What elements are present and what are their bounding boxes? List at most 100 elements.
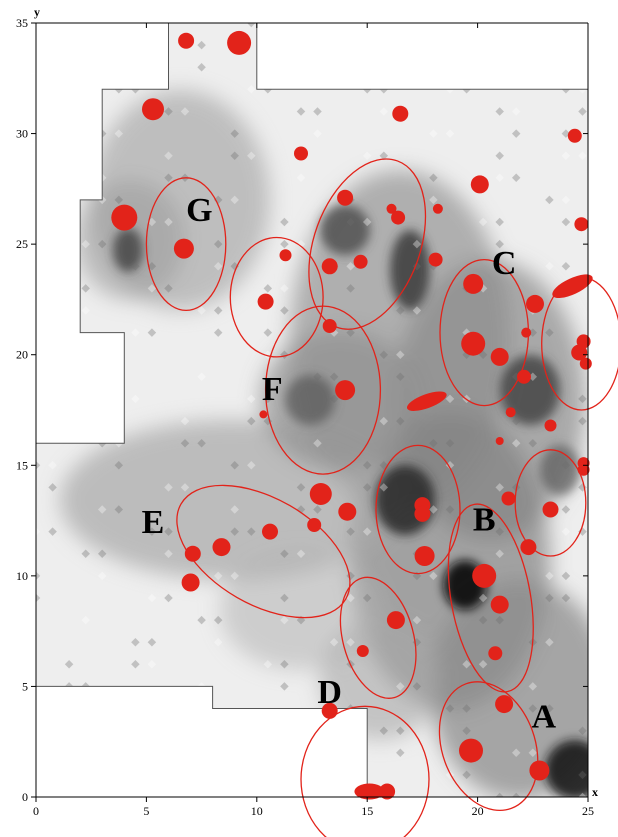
contour-dot (230, 505, 239, 514)
contour-dot (429, 173, 438, 183)
x-tick-label: 25 (582, 804, 594, 818)
contour-dot (561, 262, 571, 271)
contour-dot (48, 726, 57, 735)
contour-dot (528, 438, 538, 448)
contour-dot (495, 151, 504, 160)
contour-dot (48, 107, 57, 116)
contour-dot (296, 173, 306, 183)
region-ellipse (308, 158, 427, 330)
data-point (470, 175, 489, 194)
contour-dot (230, 461, 239, 470)
x-ticks: 0 5 10 15 20 25 (33, 23, 594, 818)
contour-dot (64, 284, 74, 293)
contour-dot (346, 262, 355, 271)
contour-dot (280, 284, 289, 293)
contour-dot (114, 505, 124, 514)
y-tick-label: 10 (16, 569, 28, 583)
contour-dot (379, 350, 389, 359)
contour-dot (429, 195, 438, 205)
data-point (526, 294, 544, 313)
contour-dot (213, 306, 223, 315)
contour-dot (48, 483, 57, 492)
contour-dot (396, 748, 405, 758)
y-tick-label: 0 (22, 790, 28, 804)
density-core (540, 445, 580, 495)
contour-dot (561, 505, 571, 514)
region-ellipse (229, 236, 324, 358)
data-point (391, 210, 406, 225)
contour-dot (64, 350, 74, 359)
contour-dot (230, 195, 239, 205)
contour-dot (313, 505, 322, 514)
contour-dot (578, 416, 587, 426)
data-point (227, 30, 252, 55)
data-point (321, 258, 338, 275)
region-ellipse (514, 449, 587, 557)
contour-dot (578, 40, 587, 50)
density-core (285, 375, 335, 425)
contour-dot (164, 217, 173, 227)
data-point (294, 146, 308, 161)
density-core (390, 230, 430, 310)
contour-dot (545, 704, 554, 713)
contour-dot (578, 792, 587, 797)
contour-dot (511, 748, 521, 758)
data-point (257, 293, 274, 310)
contour-dot (48, 416, 57, 426)
contour-dot (528, 372, 538, 382)
contour-dot (180, 483, 190, 492)
contour-dot (280, 217, 289, 227)
contour-dot (197, 748, 206, 758)
contour-dot (48, 394, 57, 404)
contour-dot (313, 438, 322, 448)
x-axis-label: x (592, 785, 598, 799)
region-ellipse (438, 681, 539, 812)
contour-dot (362, 527, 372, 536)
region-label: A (532, 698, 557, 735)
contour-dot (197, 62, 206, 72)
region-ellipse (145, 177, 227, 312)
y-tick-label: 15 (16, 458, 28, 472)
contour-dot (64, 726, 74, 735)
data-point (181, 573, 200, 592)
contour-dot (247, 85, 256, 94)
contour-dot (213, 328, 223, 337)
contour-dot (36, 461, 41, 470)
contour-dot (561, 571, 571, 581)
data-point (544, 419, 557, 432)
contour-dot (48, 85, 57, 94)
contour-dot (362, 461, 372, 470)
contour-dot (147, 217, 157, 227)
density-core (113, 228, 143, 272)
contour-dot (561, 593, 571, 603)
contour-dot (362, 483, 372, 492)
contour-dot (114, 770, 124, 780)
density-core (545, 740, 588, 797)
y-tick-label: 25 (16, 237, 28, 251)
data-point (459, 738, 483, 763)
contour-dot (445, 461, 455, 470)
contour-dot (164, 173, 173, 183)
contour-dot (495, 239, 504, 249)
contour-dot (478, 660, 488, 669)
region-label: E (142, 504, 165, 541)
contour-dot (213, 239, 223, 249)
data-point (307, 518, 322, 532)
contour-dot (495, 615, 504, 625)
contour-dot (396, 372, 405, 382)
contour-dot (495, 527, 504, 536)
contour-dot (164, 151, 173, 160)
contour-dot (346, 328, 355, 337)
data-point (356, 645, 369, 657)
contour-dot (313, 748, 322, 758)
data-point (414, 505, 431, 522)
data-point (379, 783, 396, 800)
data-point (472, 563, 497, 588)
contour-dot (445, 129, 455, 138)
contour-dot (296, 549, 306, 558)
contour-dot (379, 40, 389, 50)
data-point (432, 203, 443, 214)
data-point (262, 523, 278, 540)
contour-dot (64, 40, 74, 50)
